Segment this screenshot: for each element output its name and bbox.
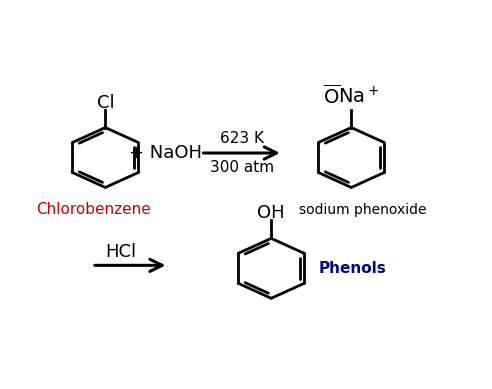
Text: Chlorobenzene: Chlorobenzene	[36, 202, 151, 217]
Text: 623 K: 623 K	[220, 131, 264, 145]
Text: 300 atm: 300 atm	[210, 161, 274, 175]
Text: + NaOH: + NaOH	[129, 144, 202, 162]
Text: OH: OH	[257, 204, 285, 222]
Text: Phenols: Phenols	[319, 261, 387, 276]
Text: HCl: HCl	[105, 243, 136, 261]
Text: sodium phenoxide: sodium phenoxide	[299, 203, 427, 217]
Text: Cl: Cl	[96, 94, 114, 112]
Text: $\mathregular{\overline{O}}$Na$^+$: $\mathregular{\overline{O}}$Na$^+$	[323, 84, 380, 108]
